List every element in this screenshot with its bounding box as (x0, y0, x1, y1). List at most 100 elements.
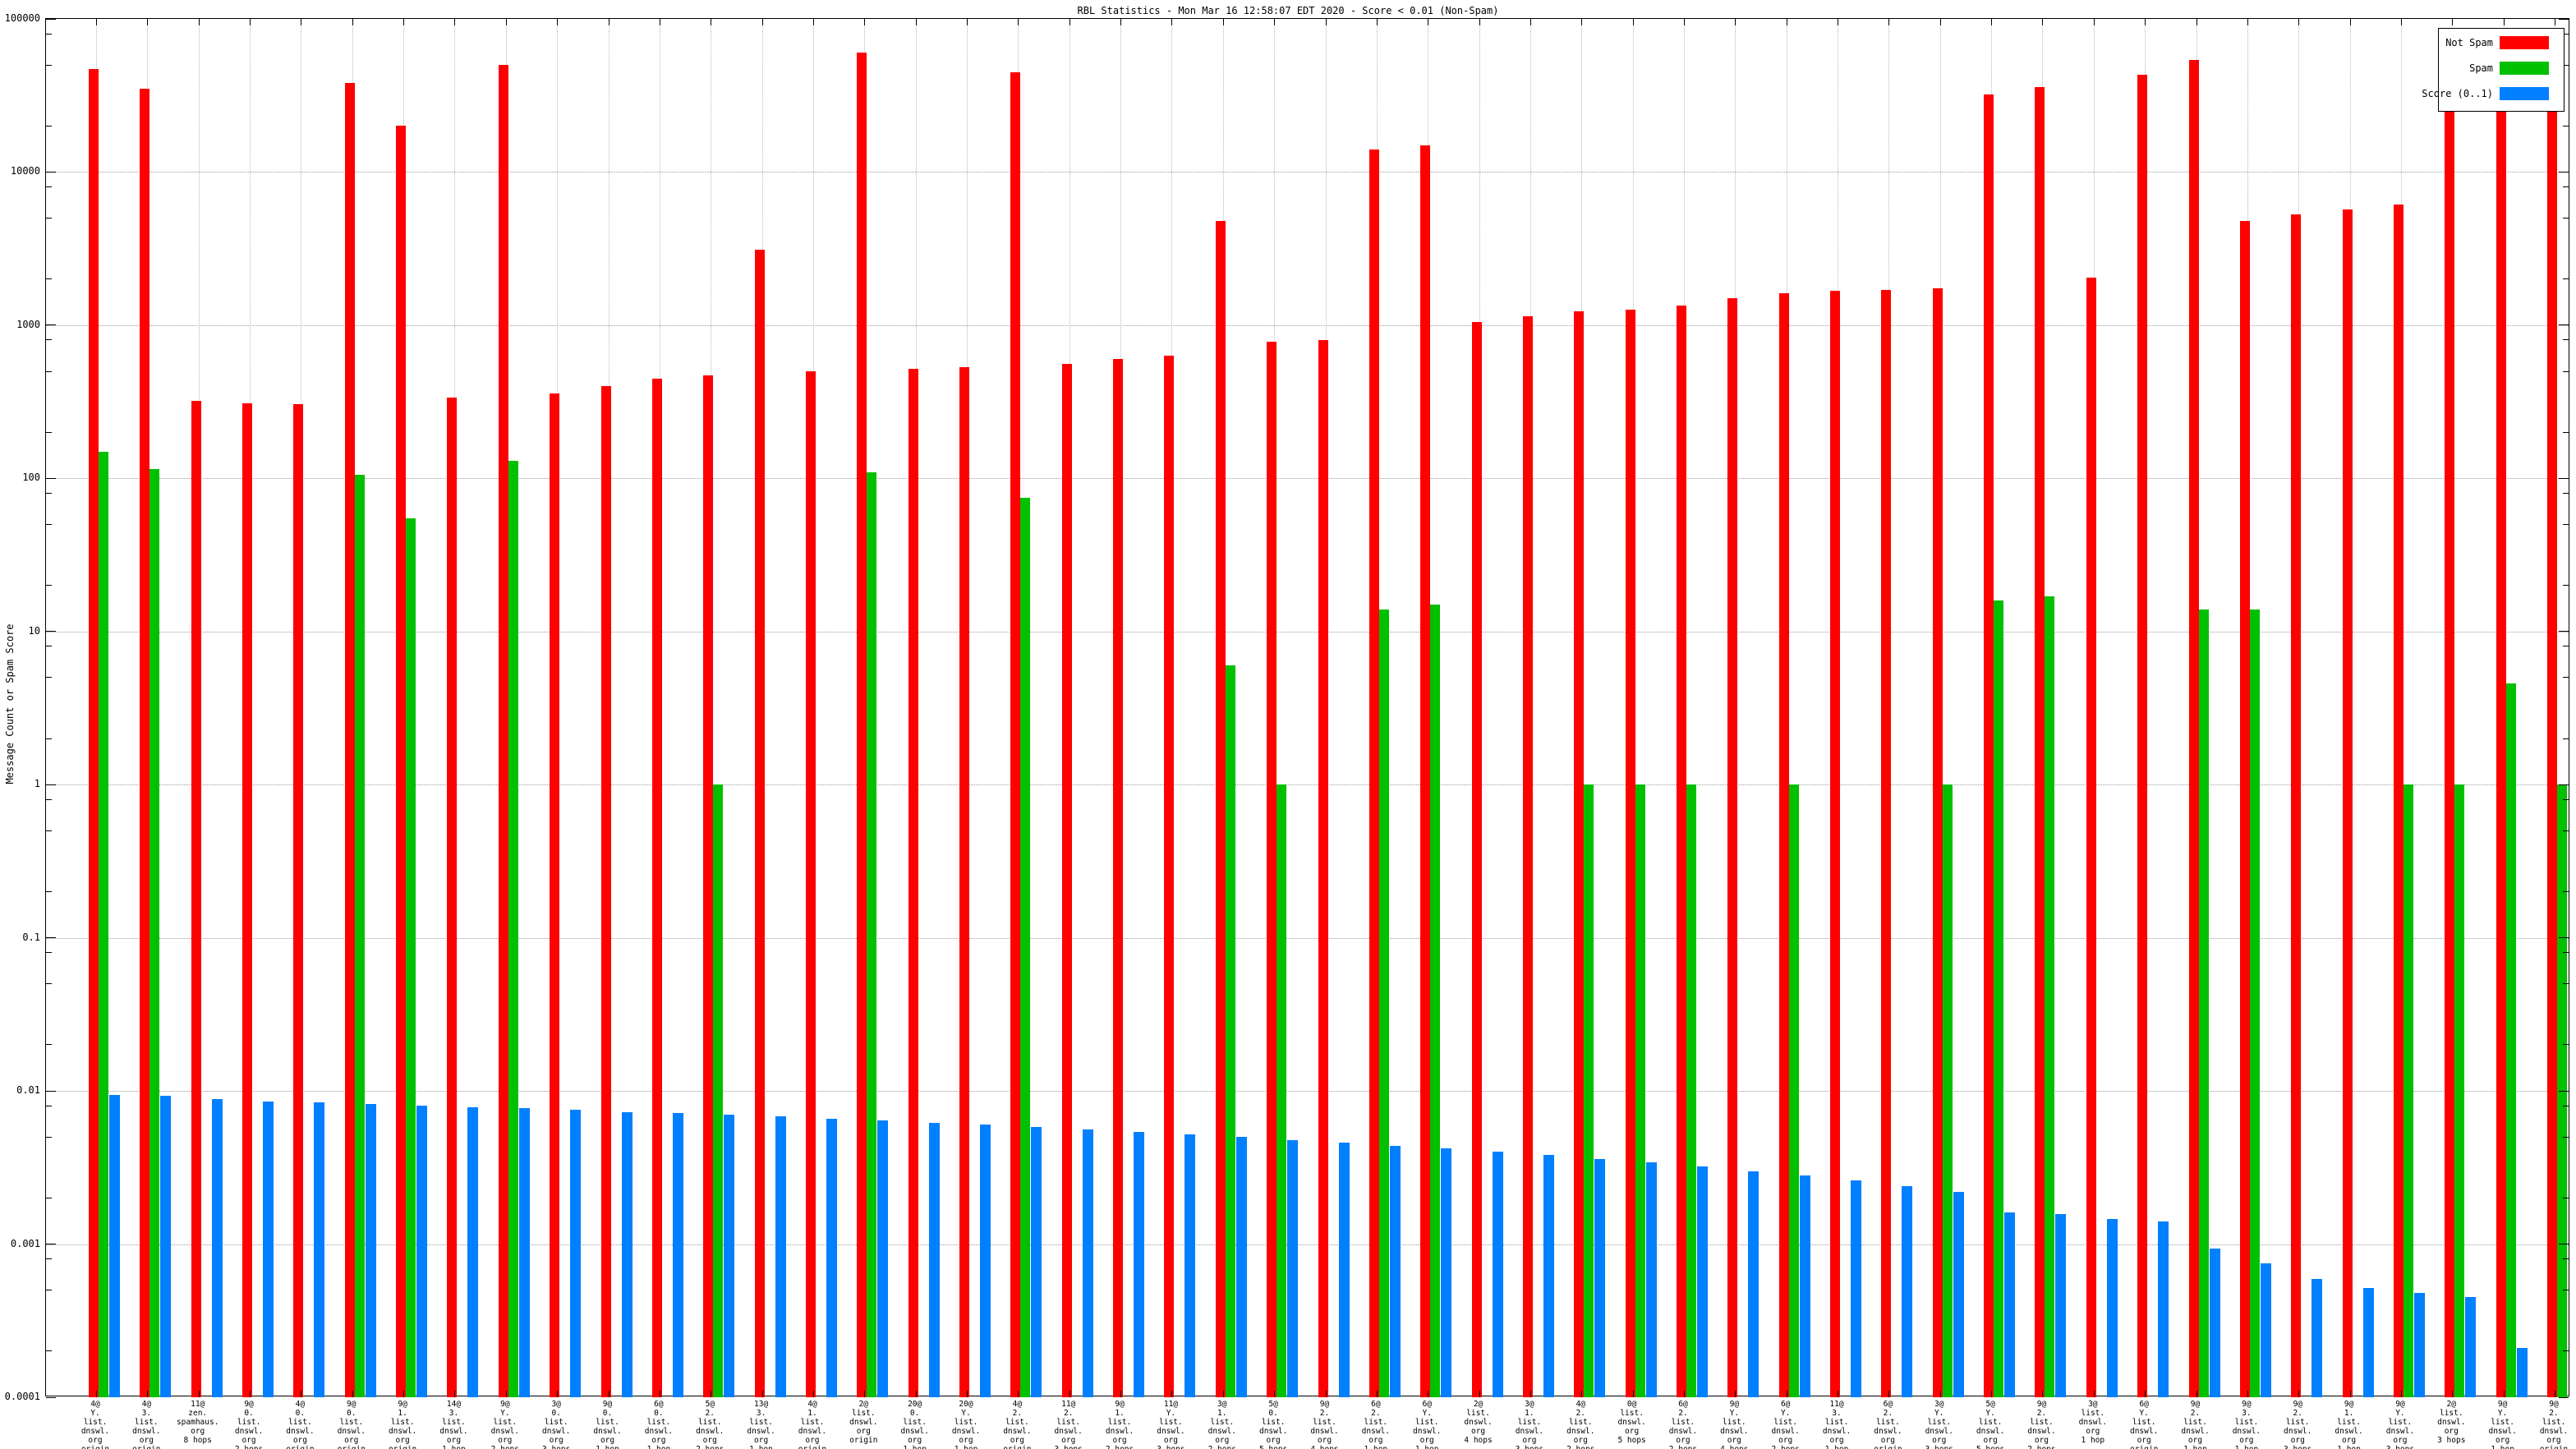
bar-score (980, 1125, 991, 1397)
bar-not-spam (1881, 289, 1892, 1397)
y-tick-label: 10000 (10, 165, 40, 177)
x-tick-mark (1222, 1391, 1224, 1397)
bar-not-spam (2393, 205, 2404, 1397)
x-tick-label: 9@ 2. list. dnswl. org origin (2539, 1400, 2569, 1449)
y-minor-tick-mark (46, 677, 52, 678)
x-tick-mark (1683, 1391, 1685, 1397)
x-tick-label: 4@ 1. list. dnswl. org origin (798, 1400, 827, 1449)
x-tick-mark (2196, 1391, 2197, 1397)
y-tick-label: 0.001 (10, 1237, 40, 1249)
x-tick-mark (2145, 1391, 2146, 1397)
x-tick-label: 9@ Y. list. dnswl. org 3 hops (2385, 1400, 2415, 1449)
bar-not-spam (2086, 277, 2096, 1397)
gridline-horizontal (46, 1244, 2569, 1245)
x-tick-mark (1171, 1391, 1173, 1397)
bar-not-spam (805, 371, 816, 1397)
bar-not-spam (140, 89, 150, 1397)
bar-not-spam (2496, 48, 2506, 1397)
x-tick-mark (2093, 19, 2095, 25)
bar-score (826, 1118, 837, 1397)
y-minor-tick-mark (46, 339, 52, 341)
bar-score (2004, 1212, 2016, 1397)
legend-item: Spam (2439, 61, 2564, 76)
bar-score (1134, 1132, 1145, 1397)
x-tick-mark (1120, 1391, 1122, 1397)
x-tick-label: 6@ 0. list. dnswl. org 1 hop (644, 1400, 674, 1449)
bar-score (1184, 1134, 1196, 1397)
bar-spam (508, 461, 518, 1397)
y-minor-tick-mark (2563, 523, 2569, 525)
y-tick-mark (46, 1396, 56, 1398)
x-tick-mark (557, 1391, 559, 1397)
y-minor-tick-mark (2563, 278, 2569, 280)
y-minor-tick-mark (46, 952, 52, 954)
x-tick-label: 11@ zen. spamhaus. org 8 hops (176, 1400, 219, 1445)
bar-spam (2045, 596, 2055, 1397)
x-tick-label: 3@ 1. list. dnswl. org 2 hops (1208, 1400, 1236, 1449)
x-tick-label: 6@ 2. list. dnswl. org origin (1874, 1400, 1902, 1449)
x-tick-mark (2349, 19, 2351, 25)
bar-not-spam (1267, 342, 1277, 1397)
y-tick-label: 100 (22, 472, 40, 484)
y-tick-mark (2559, 1396, 2569, 1398)
x-tick-mark (403, 1391, 405, 1397)
bar-not-spam (600, 386, 611, 1397)
bar-not-spam (2445, 46, 2455, 1397)
x-tick-label: 3@ Y. list. dnswl. org 3 hops (1925, 1400, 1953, 1449)
bar-not-spam (447, 398, 458, 1397)
bar-not-spam (1318, 339, 1328, 1397)
bar-not-spam (2342, 209, 2353, 1397)
x-tick-mark (2298, 19, 2300, 25)
x-tick-mark (608, 1391, 610, 1397)
bar-score (314, 1102, 325, 1397)
bar-score (109, 1095, 120, 1397)
bar-not-spam (1676, 305, 1686, 1397)
y-tick-label: 0.1 (22, 931, 40, 943)
bar-not-spam (293, 404, 304, 1397)
bar-not-spam (2035, 86, 2045, 1397)
x-tick-mark (915, 19, 917, 25)
bar-not-spam (1113, 359, 1124, 1397)
y-tick-label: 0.01 (16, 1084, 40, 1097)
y-minor-tick-mark (46, 492, 52, 494)
x-tick-mark (1479, 1391, 1480, 1397)
x-tick-mark (761, 1391, 763, 1397)
bar-score (2465, 1297, 2477, 1397)
y-minor-tick-mark (2563, 339, 2569, 341)
gridline-horizontal (46, 324, 2569, 326)
bar-score (1389, 1145, 1401, 1397)
bar-not-spam (1574, 311, 1585, 1397)
x-tick-label: 6@ 2. list. dnswl. org 1 hop (1361, 1400, 1390, 1449)
y-minor-tick-mark (2563, 830, 2569, 831)
legend-swatch-spam (2500, 62, 2549, 75)
bar-spam (1378, 609, 1389, 1397)
bar-spam (1942, 784, 1953, 1397)
x-tick-label: 6@ Y. list. dnswl. org 2 hops (1771, 1400, 1800, 1449)
x-tick-mark (1939, 19, 1941, 25)
y-tick-mark (46, 18, 56, 20)
legend-item: Not Spam (2439, 35, 2564, 50)
x-tick-mark (1888, 19, 1890, 25)
y-axis-label: Message Count or Spam Score (4, 623, 16, 784)
y-minor-tick-mark (2563, 585, 2569, 586)
x-tick-label: 3@ list. dnswl. org 1 hop (2078, 1400, 2107, 1445)
y-minor-tick-mark (46, 186, 52, 187)
x-tick-label: 9@ 2. list. dnswl. org 1 hop (2181, 1400, 2210, 1449)
bar-not-spam (1368, 150, 1379, 1397)
y-minor-tick-mark (2563, 1136, 2569, 1138)
bar-spam (99, 451, 108, 1397)
bar-not-spam (1164, 356, 1175, 1397)
y-tick-mark (2559, 1090, 2569, 1092)
x-tick-mark (2503, 19, 2505, 25)
bar-spam (713, 784, 724, 1397)
bar-spam (150, 469, 160, 1397)
bar-score (1082, 1129, 1093, 1397)
y-tick-mark (46, 477, 56, 479)
x-tick-mark (147, 1391, 149, 1397)
y-tick-mark (2559, 18, 2569, 20)
bar-score (1594, 1158, 1606, 1397)
bar-not-spam (498, 65, 508, 1397)
x-tick-label: 4@ 2. list. dnswl. org origin (1003, 1400, 1032, 1449)
bar-score (877, 1120, 889, 1397)
bar-score (1492, 1152, 1503, 1397)
